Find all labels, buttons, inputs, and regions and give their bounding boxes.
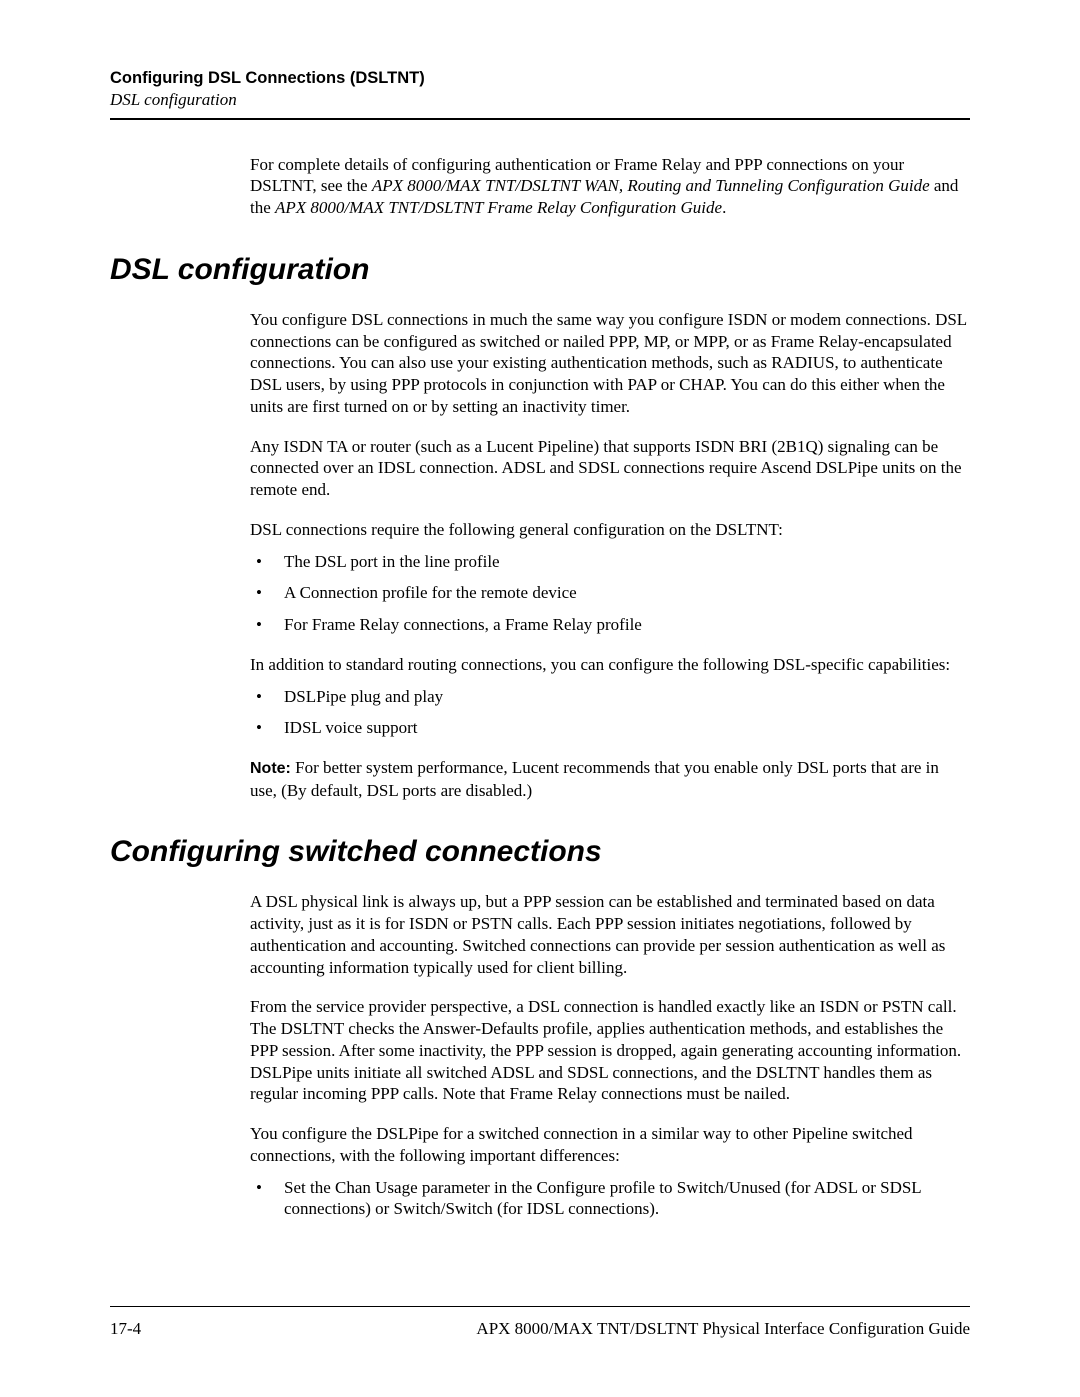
section1-p1: You configure DSL connections in much th… — [250, 309, 970, 418]
section2-body: A DSL physical link is always up, but a … — [250, 891, 970, 1220]
intro-after: . — [722, 198, 726, 217]
list-item: A Connection profile for the remote devi… — [250, 582, 970, 604]
section2-p3: You configure the DSLPipe for a switched… — [250, 1123, 970, 1167]
section1-list2: DSLPipe plug and play IDSL voice support — [250, 686, 970, 740]
page-footer: 17-4 APX 8000/MAX TNT/DSLTNT Physical In… — [110, 1306, 970, 1339]
section1-note: Note: For better system performance, Luc… — [250, 757, 970, 801]
note-text: For better system performance, Lucent re… — [250, 758, 939, 799]
footer-doc-title: APX 8000/MAX TNT/DSLTNT Physical Interfa… — [476, 1319, 970, 1339]
page-header: Configuring DSL Connections (DSLTNT) DSL… — [110, 68, 970, 112]
section1-p3: DSL connections require the following ge… — [250, 519, 970, 541]
footer-page-number: 17-4 — [110, 1319, 141, 1339]
section2-p2: From the service provider perspective, a… — [250, 996, 970, 1105]
list-item: For Frame Relay connections, a Frame Rel… — [250, 614, 970, 636]
section2-p1: A DSL physical link is always up, but a … — [250, 891, 970, 978]
section1-body: You configure DSL connections in much th… — [250, 309, 970, 801]
list-item: The DSL port in the line profile — [250, 551, 970, 573]
intro-block: For complete details of configuring auth… — [250, 154, 970, 219]
list-item: DSLPipe plug and play — [250, 686, 970, 708]
header-rule — [110, 118, 970, 120]
intro-ref1: APX 8000/MAX TNT/DSLTNT WAN, Routing and… — [372, 176, 930, 195]
list-item: IDSL voice support — [250, 717, 970, 739]
section1-heading: DSL configuration — [110, 253, 970, 287]
intro-paragraph: For complete details of configuring auth… — [250, 154, 970, 219]
section2-heading: Configuring switched connections — [110, 835, 970, 869]
section1-p2: Any ISDN TA or router (such as a Lucent … — [250, 436, 970, 501]
list-item: Set the Chan Usage parameter in the Conf… — [250, 1177, 970, 1221]
header-subtitle: DSL configuration — [110, 89, 970, 111]
section1-list1: The DSL port in the line profile A Conne… — [250, 551, 970, 636]
section2-list1: Set the Chan Usage parameter in the Conf… — [250, 1177, 970, 1221]
section1-p4: In addition to standard routing connecti… — [250, 654, 970, 676]
note-label: Note: — [250, 760, 291, 777]
footer-rule — [110, 1306, 970, 1307]
footer-row: 17-4 APX 8000/MAX TNT/DSLTNT Physical In… — [110, 1319, 970, 1339]
intro-ref2: APX 8000/MAX TNT/DSLTNT Frame Relay Conf… — [275, 198, 722, 217]
header-title: Configuring DSL Connections (DSLTNT) — [110, 68, 970, 89]
